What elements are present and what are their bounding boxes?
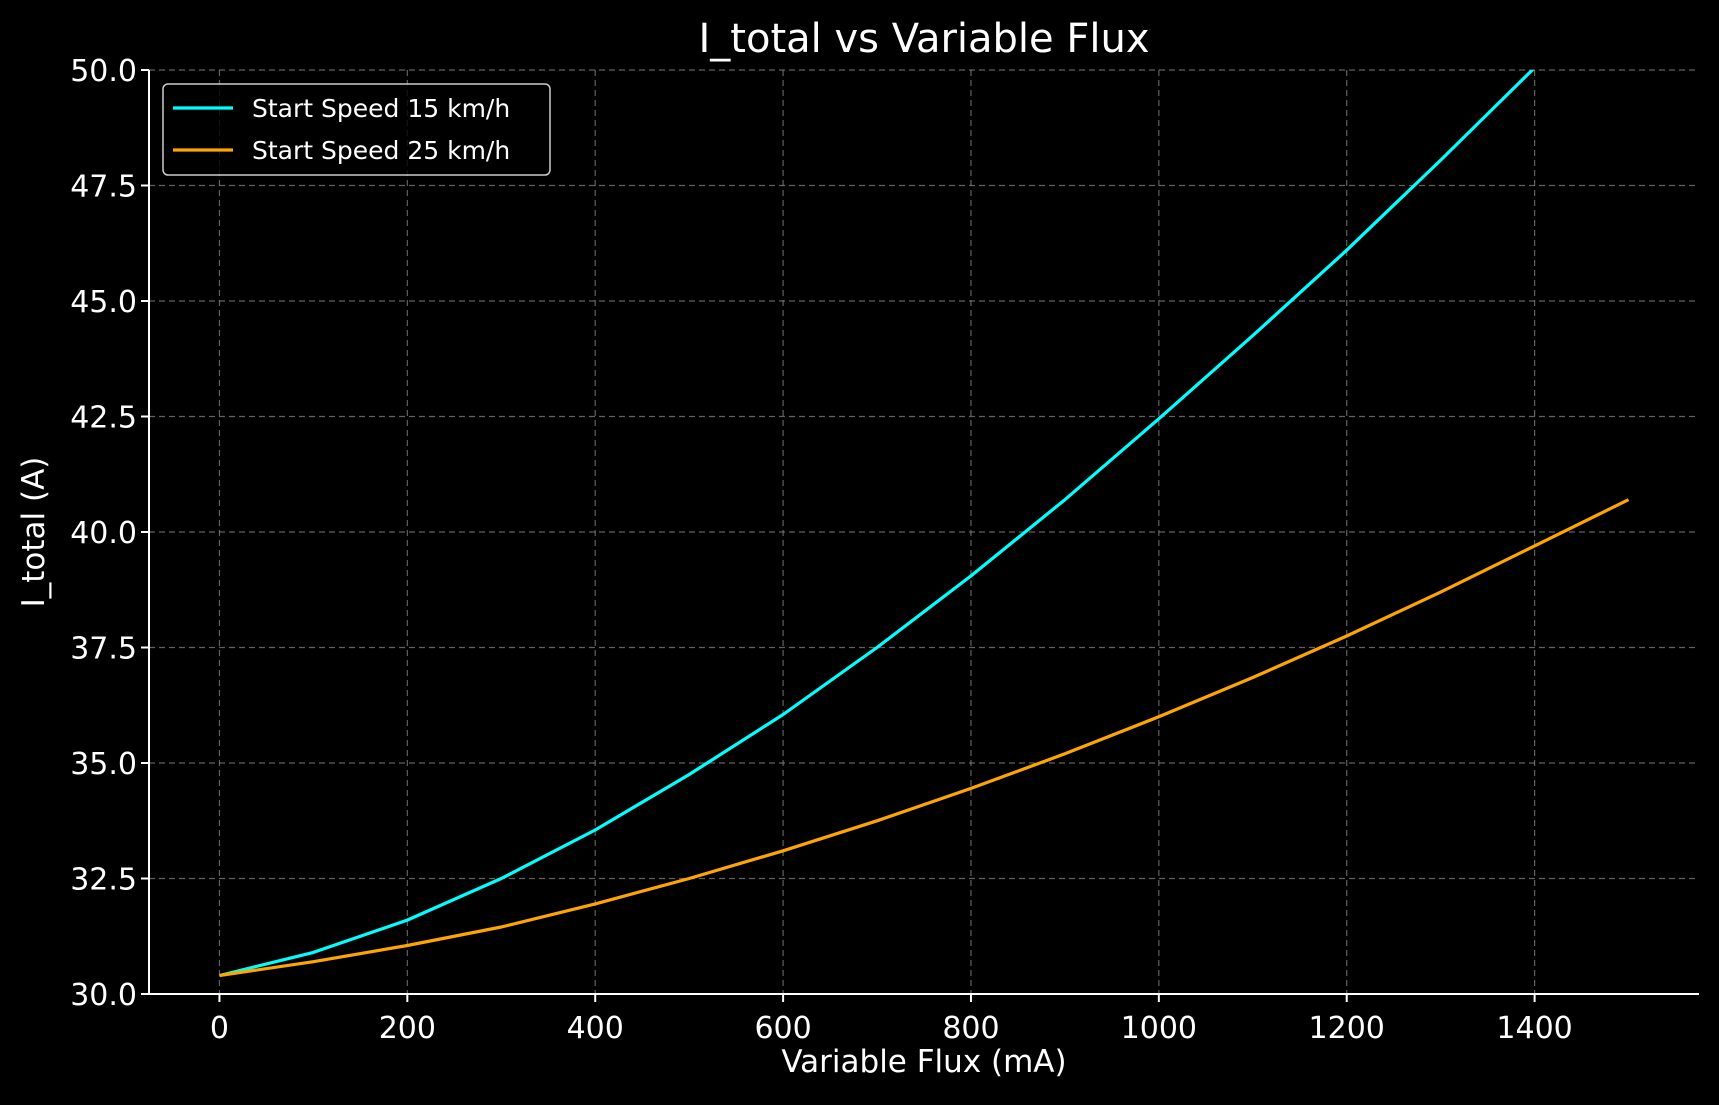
legend-label-1: Start Speed 25 km/h xyxy=(252,136,510,165)
x-tick-label-3: 600 xyxy=(754,1011,811,1046)
y-tick-label-1: 32.5 xyxy=(70,863,137,898)
chart-title: I_total vs Variable Flux xyxy=(698,16,1149,62)
x-tick-label-1: 200 xyxy=(379,1011,436,1046)
y-tick-label-0: 30.0 xyxy=(70,978,137,1013)
x-tick-label-2: 400 xyxy=(567,1011,624,1046)
y-tick-label-8: 50.0 xyxy=(70,54,137,89)
x-tick-label-7: 1400 xyxy=(1496,1011,1572,1046)
x-axis-label: Variable Flux (mA) xyxy=(781,1044,1066,1080)
series-lines xyxy=(219,70,1630,978)
y-tick-label-3: 37.5 xyxy=(70,632,137,667)
y-tick-label-6: 45.0 xyxy=(70,285,137,320)
tick-labels: 0 200 400 600 800 1000 1200 1400 30.0 32.5 35.0 37.… xyxy=(70,54,1573,1046)
y-axis-label: I_total (A) xyxy=(16,457,52,608)
x-tick-label-6: 1200 xyxy=(1309,1011,1385,1046)
y-tick-label-2: 35.0 xyxy=(70,747,137,782)
y-tick-label-7: 47.5 xyxy=(70,170,137,205)
x-tick-label-5: 1000 xyxy=(1121,1011,1197,1046)
legend-box xyxy=(162,83,551,176)
legend-label-0: Start Speed 15 km/h xyxy=(252,94,510,123)
series-line-0 xyxy=(219,70,1535,978)
legend: Start Speed 15 km/h Start Speed 25 km/h xyxy=(162,83,551,176)
series-line-1 xyxy=(219,498,1630,978)
y-tick-label-5: 42.5 xyxy=(70,401,137,436)
x-tick-label-4: 800 xyxy=(942,1011,999,1046)
y-tick-label-4: 40.0 xyxy=(70,516,137,551)
x-tick-label-0: 0 xyxy=(210,1011,229,1046)
axes xyxy=(141,69,1699,1002)
